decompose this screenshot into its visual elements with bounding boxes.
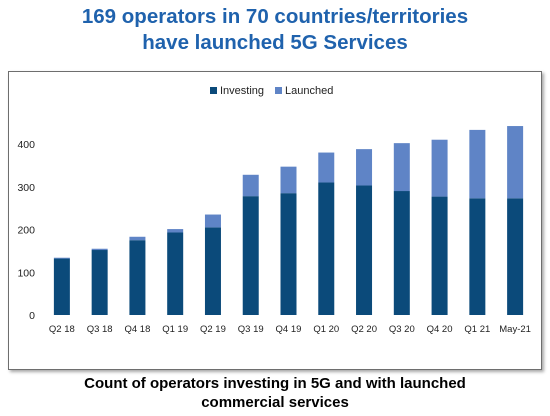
caption-line-2: commercial services (201, 394, 349, 411)
bar-investing (53, 258, 70, 315)
chart-frame: Investing Launched 0 100 200 300 400 Q2 18 Q3 … (8, 71, 542, 370)
bar-launched (129, 236, 146, 241)
bar-launched (167, 229, 184, 233)
x-tick-label: Q3 18 (87, 324, 113, 335)
caption-line-1: Count of operators investing in 5G and w… (84, 375, 466, 392)
legend-label-launched: Launched (285, 85, 333, 97)
bar-investing (469, 198, 486, 315)
bar-investing (318, 182, 335, 315)
x-tick-label: Q4 18 (124, 324, 150, 335)
bar-launched (318, 152, 335, 183)
x-tick-label: Q2 19 (200, 324, 226, 335)
x-axis: Q2 18 Q3 18 Q4 18 Q1 19 Q2 19 Q3 19 Q4 19 Q1 20… (49, 324, 531, 335)
chart-legend: Investing Launched (210, 85, 333, 97)
bar-launched (393, 143, 410, 192)
x-tick-label: Q1 20 (313, 324, 339, 335)
x-tick-label: Q2 20 (351, 324, 377, 335)
bar-launched (242, 174, 259, 197)
stacked-bar-chart: Investing Launched 0 100 200 300 400 Q2 18 Q3 … (17, 85, 531, 335)
bar-investing (393, 191, 410, 315)
x-tick-label: May-21 (499, 324, 531, 335)
bar-investing (280, 193, 297, 315)
bar-investing (431, 196, 448, 315)
headline-line-1: 169 operators in 70 countries/territorie… (81, 5, 469, 28)
legend-swatch-launched (275, 87, 282, 94)
bar-investing (167, 232, 184, 315)
y-tick-label: 200 (17, 225, 35, 237)
x-tick-label: Q4 19 (276, 324, 302, 335)
chart-headline: 169 operators in 70 countries/territorie… (0, 4, 550, 56)
bar-investing (129, 240, 146, 315)
y-tick-label: 0 (29, 310, 35, 322)
x-tick-label: Q2 18 (49, 324, 75, 335)
y-tick-label: 100 (17, 267, 35, 279)
bar-investing (242, 196, 259, 315)
bar-launched (469, 129, 486, 199)
legend-swatch-investing (210, 87, 217, 94)
bar-launched (91, 248, 108, 251)
bar-launched (53, 257, 70, 259)
x-tick-label: Q4 20 (427, 324, 453, 335)
chart-caption: Count of operators investing in 5G and w… (0, 374, 550, 412)
bar-launched (507, 126, 524, 199)
y-tick-label: 300 (17, 182, 35, 194)
headline-line-2: have launched 5G Services (142, 31, 408, 54)
bar-launched (280, 166, 297, 194)
bar-investing (507, 198, 524, 315)
x-tick-label: Q3 20 (389, 324, 415, 335)
bar-investing (356, 185, 373, 315)
y-axis: 0 100 200 300 400 (17, 139, 35, 322)
bar-investing (91, 250, 108, 315)
y-tick-label: 400 (17, 139, 35, 151)
x-tick-label: Q1 19 (162, 324, 188, 335)
bar-launched (204, 214, 221, 228)
x-tick-label: Q3 19 (238, 324, 264, 335)
bar-launched (431, 139, 448, 197)
bar-group (53, 126, 524, 315)
bar-launched (356, 149, 373, 186)
bar-investing (204, 227, 221, 315)
legend-label-investing: Investing (220, 85, 264, 97)
x-tick-label: Q1 21 (464, 324, 490, 335)
